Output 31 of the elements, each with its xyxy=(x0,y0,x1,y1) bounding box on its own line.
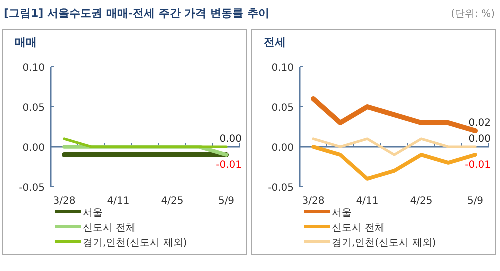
annotation: 0.02 xyxy=(468,118,491,129)
y-tick-label: 0.00 xyxy=(22,143,45,154)
x-tick-label: 4/11 xyxy=(107,196,130,207)
legend-label: 경기,인천(신도시 제외) xyxy=(332,238,436,249)
y-tick-label: 0.05 xyxy=(272,103,294,114)
text: (단위: %) xyxy=(451,9,496,20)
x-tick-label: 5/9 xyxy=(467,196,484,207)
y-tick-label: 0.10 xyxy=(22,63,45,74)
y-tick-label: -0.05 xyxy=(268,183,294,194)
y-tick-label: 0.05 xyxy=(22,103,45,114)
chart-subtitle: 매매 xyxy=(15,36,37,49)
x-tick-label: 3/28 xyxy=(53,196,76,207)
chart-title: [그림1] 서울수도권 매매-전세 주간 가격 변동률 추이 xyxy=(4,7,270,20)
annotation: 0.00 xyxy=(468,134,491,145)
y-tick-label: 0.10 xyxy=(272,63,294,74)
annotation: 0.00 xyxy=(220,134,242,145)
chart-subtitle: 전세 xyxy=(264,36,286,49)
y-tick-label: 0.00 xyxy=(272,143,294,154)
x-tick-label: 5/9 xyxy=(218,196,235,207)
legend-label: 경기,인천(신도시 제외) xyxy=(83,238,188,249)
x-tick-label: 4/25 xyxy=(410,196,433,207)
x-tick-label: 3/28 xyxy=(302,196,325,207)
legend-label: 신도시 전체 xyxy=(83,223,136,234)
annotation: -0.01 xyxy=(216,160,242,171)
annotation: -0.01 xyxy=(465,160,491,171)
legend-label: 신도시 전체 xyxy=(332,223,386,234)
y-tick-label: -0.05 xyxy=(19,183,45,194)
x-tick-label: 4/11 xyxy=(356,196,379,207)
legend-label: 서울 xyxy=(332,208,352,219)
legend-label: 서울 xyxy=(83,208,103,219)
x-tick-label: 4/25 xyxy=(161,196,184,207)
